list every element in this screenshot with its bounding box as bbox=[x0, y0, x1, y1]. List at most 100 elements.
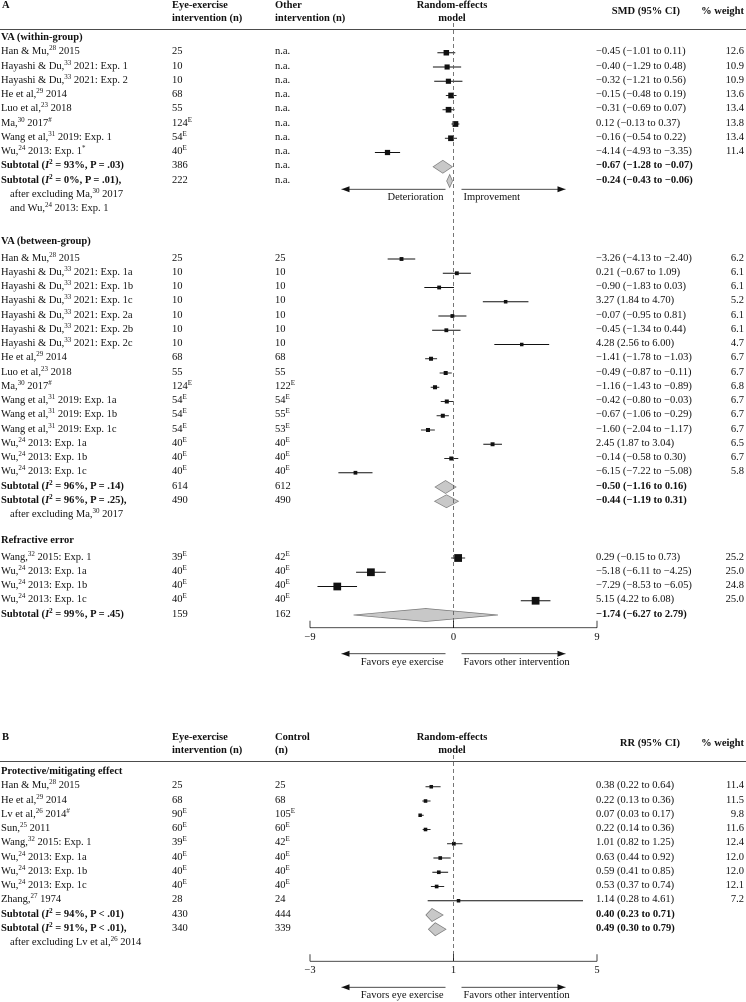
reference-number: 31 bbox=[48, 421, 56, 430]
study-name: Wang et al, bbox=[1, 409, 49, 421]
sample-size-value: 40 bbox=[275, 565, 286, 577]
sample-size-value: 10 bbox=[172, 295, 183, 307]
sample-size: n.a. bbox=[275, 103, 290, 115]
sample-size-flag: E bbox=[182, 407, 187, 416]
sample-size-value: 55 bbox=[275, 409, 286, 421]
subtotal-label: Subtotal (I2 = 94%, P < .01) bbox=[1, 907, 124, 921]
study-label: He et al,29 2014 bbox=[1, 351, 67, 364]
subtotal-label: Subtotal (I2 = 91%, P < .01), bbox=[1, 921, 126, 935]
study-year: 2015: Exp. 1 bbox=[34, 837, 92, 849]
reference-number: 25 bbox=[19, 821, 27, 829]
subtotal-prefix: Subtotal ( bbox=[1, 160, 46, 172]
reference-number: 33 bbox=[64, 321, 72, 330]
column-header-effect: SMD (95% CI) bbox=[611, 6, 680, 17]
point-estimate-square bbox=[353, 470, 358, 475]
study-weight: 24.8 bbox=[725, 580, 744, 591]
study-year: 2019: Exp. 1a bbox=[55, 395, 117, 406]
study-label: Wu,24 2013: Exp. 1b bbox=[1, 451, 87, 464]
note-rest: 2014 bbox=[117, 937, 142, 948]
study-name: He et al, bbox=[1, 89, 37, 100]
panel-b-tick-label: 1 bbox=[450, 965, 457, 977]
effect-size-ci: 0.63 (0.44 to 0.92) bbox=[596, 851, 675, 863]
sample-size: 40E bbox=[172, 451, 187, 464]
sample-size: 40E bbox=[172, 863, 187, 878]
study-label: Wang et al,31 2019: Exp. 1a bbox=[1, 394, 117, 407]
sample-size-value: n.a. bbox=[275, 103, 291, 115]
effect-size-ci: −0.14 (−0.58 to 0.30) bbox=[596, 452, 687, 463]
favors-b-left-arrowhead bbox=[341, 984, 350, 991]
sample-size-value: 10 bbox=[172, 74, 183, 86]
panel-label-a: A bbox=[2, 0, 10, 11]
pooled-estimate-diamond bbox=[353, 608, 499, 622]
study-weight: 10.9 bbox=[725, 60, 744, 72]
study-weight: 5.2 bbox=[730, 295, 744, 307]
study-name: Wu, bbox=[1, 146, 19, 157]
sample-size: 10 bbox=[172, 295, 183, 307]
subtotal-prefix: Subtotal ( bbox=[1, 908, 46, 920]
sample-size: 42E bbox=[275, 836, 290, 849]
sample-size-value: n.a. bbox=[275, 89, 291, 100]
subtotal-note: after excluding Lv et al,26 2014 bbox=[10, 936, 142, 949]
study-label: Hayashi & Du,33 2021: Exp. 2b bbox=[1, 321, 133, 336]
point-estimate-square bbox=[429, 784, 434, 789]
sample-size-flag: E bbox=[285, 849, 290, 858]
favors-a-left-arrowhead bbox=[341, 650, 350, 657]
effect-size-ci: 0.22 (0.14 to 0.36) bbox=[596, 823, 675, 834]
sample-size-value: 24 bbox=[275, 894, 286, 906]
subtotal-effect-ci: −0.50 (−1.16 to 0.16) bbox=[596, 480, 687, 492]
study-mark: * bbox=[81, 144, 86, 152]
sample-size-flag: E bbox=[182, 863, 187, 872]
pooled-estimate-diamond bbox=[433, 494, 460, 509]
sample-size-flag: E bbox=[290, 806, 296, 815]
study-name: Hayashi & Du, bbox=[1, 338, 65, 349]
sample-size: n.a. bbox=[275, 146, 290, 158]
study-year: 2014 bbox=[42, 808, 67, 820]
point-estimate-square bbox=[450, 314, 455, 318]
sample-size-value: 39 bbox=[172, 837, 183, 849]
reference-number: 33 bbox=[64, 279, 72, 287]
subtotal-n1: 340 bbox=[172, 922, 188, 934]
sample-size: 40E bbox=[275, 564, 290, 578]
study-year: 2019: Exp. 1b bbox=[55, 409, 118, 421]
sample-size-value: n.a. bbox=[275, 131, 291, 143]
study-weight: 6.1 bbox=[730, 323, 744, 335]
study-label: Wang et al,31 2019: Exp. 1 bbox=[1, 130, 112, 144]
sample-size-value: 40 bbox=[172, 452, 183, 463]
sample-size-value: 10 bbox=[172, 266, 183, 278]
subtotal-stats: = 0%, P = .01), bbox=[52, 174, 122, 186]
effect-size-ci: 4.28 (2.56 to 6.00) bbox=[596, 338, 675, 349]
study-weight: 13.4 bbox=[725, 103, 744, 115]
sample-size-value: 10 bbox=[172, 281, 183, 292]
reference-number: 33 bbox=[64, 72, 72, 81]
column-header-group2: Control bbox=[275, 732, 310, 743]
study-label: Han & Mu,28 2015 bbox=[1, 779, 80, 792]
sample-size: 10 bbox=[172, 310, 183, 322]
sample-size-flag: E bbox=[182, 835, 187, 844]
subtotal-effect-ci: −0.44 (−1.19 to 0.31) bbox=[596, 494, 687, 506]
effect-size-ci: −1.16 (−1.43 to −0.89) bbox=[596, 380, 692, 392]
sample-size: 40E bbox=[172, 850, 187, 864]
sample-size-value: 54 bbox=[172, 423, 183, 435]
subtotal-effect-ci: −0.67 (−1.28 to −0.07) bbox=[596, 160, 693, 172]
heterogeneity-symbol: I bbox=[45, 922, 50, 934]
study-label: Hayashi & Du,33 2021: Exp. 1a bbox=[1, 265, 133, 279]
study-year: 2013: Exp. 1b bbox=[25, 865, 88, 877]
sample-size-value: 54 bbox=[275, 395, 286, 406]
sample-size-flag: E bbox=[182, 821, 187, 829]
sample-size: n.a. bbox=[275, 89, 290, 101]
sample-size-value: 39 bbox=[172, 551, 183, 563]
point-estimate-square bbox=[456, 899, 461, 903]
column-header-model-2: model bbox=[438, 13, 466, 24]
subtotal-n2: 444 bbox=[275, 908, 291, 920]
sample-size-value: 60 bbox=[172, 823, 183, 834]
point-estimate-square bbox=[503, 299, 508, 304]
study-label: Wang,32 2015: Exp. 1 bbox=[1, 836, 92, 849]
panel-b-tick-label: −3 bbox=[304, 965, 316, 977]
sample-size-value: 55 bbox=[275, 366, 286, 378]
study-name: Hayashi & Du, bbox=[1, 74, 65, 86]
point-estimate-square bbox=[454, 271, 459, 276]
effect-size-ci: 1.14 (0.28 to 4.61) bbox=[596, 894, 675, 906]
study-label: Wu,24 2013: Exp. 1b bbox=[1, 864, 88, 878]
favors-a-right-arrowhead bbox=[557, 650, 566, 657]
point-estimate-square bbox=[531, 596, 540, 605]
